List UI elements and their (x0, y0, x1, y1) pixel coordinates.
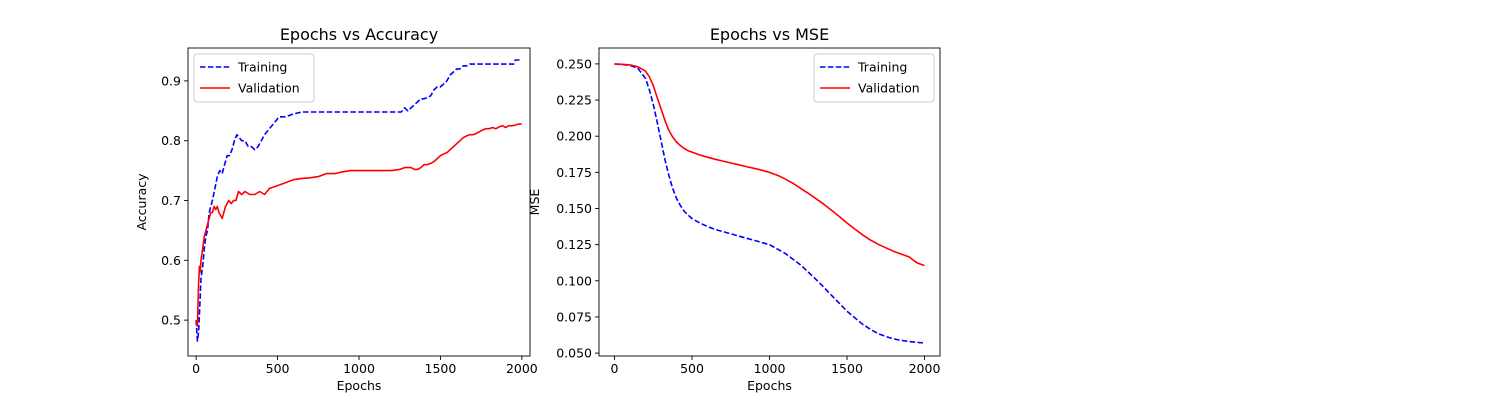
y-tick-label: 0.250 (556, 56, 592, 71)
y-tick-label: 0.175 (556, 165, 592, 180)
legend: Training Validation (193, 53, 315, 103)
y-tick-label: 0.150 (556, 201, 592, 216)
y-tick-label: 0.7 (161, 193, 181, 208)
series-line-training (614, 63, 925, 344)
x-tick-label: 1500 (425, 361, 457, 376)
x-tick-label: 2000 (909, 361, 941, 376)
series-line-validation (195, 123, 522, 327)
legend-box (193, 53, 315, 103)
y-tick-label: 0.075 (556, 309, 592, 324)
legend: Training Validation (813, 53, 935, 103)
legend-label-training: Training (857, 60, 907, 75)
x-tick-label: 1000 (754, 361, 786, 376)
x-tick-label: 500 (266, 361, 290, 376)
x-tick-label: 0 (611, 361, 619, 376)
y-tick-label: 0.125 (556, 237, 592, 252)
x-tick-label: 500 (680, 361, 704, 376)
chart-title: Epochs vs MSE (710, 25, 829, 44)
y-axis-label: Accuracy (134, 173, 149, 231)
x-tick-label: 2000 (506, 361, 538, 376)
y-tick-label: 0.200 (556, 129, 592, 144)
y-tick-label: 0.5 (161, 313, 181, 328)
y-tick-label: 0.225 (556, 93, 592, 108)
series-line-validation (614, 63, 925, 267)
y-tick-label: 0.9 (161, 73, 181, 88)
x-axis-label: Epochs (337, 378, 382, 393)
x-tick-label: 0 (192, 361, 200, 376)
legend-label-validation: Validation (238, 81, 300, 96)
legend-label-validation: Validation (858, 81, 920, 96)
x-tick-label: 1000 (343, 361, 375, 376)
chart-title: Epochs vs Accuracy (280, 25, 438, 44)
y-tick-label: 0.100 (556, 273, 592, 288)
y-tick-label: 0.6 (161, 253, 181, 268)
mse-chart: Epochs vs MSE 0 500 1000 1500 2000 0.050 0.075 0… (527, 25, 940, 393)
legend-box (813, 53, 935, 103)
accuracy-chart: Epochs vs Accuracy 0 500 1000 1500 2000 0.5 0.6… (134, 25, 538, 393)
x-axis-label: Epochs (747, 378, 792, 393)
x-tick-label: 1500 (831, 361, 863, 376)
y-axis-label: MSE (527, 189, 542, 216)
y-tick-label: 0.050 (556, 346, 592, 361)
y-tick-label: 0.8 (161, 133, 181, 148)
series-line-training (195, 59, 522, 342)
legend-label-training: Training (237, 60, 287, 75)
